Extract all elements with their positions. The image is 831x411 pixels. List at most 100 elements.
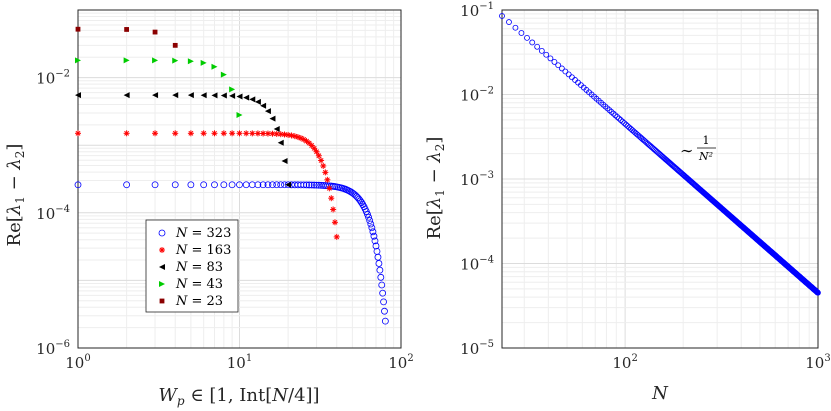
data-point xyxy=(264,108,271,115)
data-point xyxy=(75,57,81,64)
data-point xyxy=(375,260,383,267)
right-chart: 102 103 10−5 10−4 10−3 10−2 10−1 Re[λ1 − λ2] N… xyxy=(424,1,831,404)
data-point xyxy=(315,181,323,189)
data-point xyxy=(152,29,158,35)
data-point xyxy=(243,94,250,101)
data-point xyxy=(152,130,159,137)
legend-entry: N = 323 xyxy=(175,226,231,241)
data-point xyxy=(285,181,292,188)
data-point xyxy=(538,47,545,54)
data-point xyxy=(366,217,374,224)
data-point xyxy=(815,289,821,296)
data-point xyxy=(543,51,550,58)
data-point xyxy=(313,181,320,189)
legend-entry: N = 83 xyxy=(175,260,223,275)
data-point xyxy=(249,96,256,103)
data-point xyxy=(506,19,512,25)
data-point xyxy=(269,115,276,122)
data-point xyxy=(524,34,530,41)
data-point xyxy=(364,210,371,218)
data-point xyxy=(75,130,81,137)
right-x-axis-label: N xyxy=(651,383,669,404)
data-point xyxy=(159,264,165,270)
data-point xyxy=(370,232,378,240)
data-point xyxy=(378,281,386,289)
x-tick-label: 103 xyxy=(805,353,830,372)
data-point xyxy=(610,110,617,117)
data-point xyxy=(320,162,327,169)
data-point xyxy=(220,181,228,189)
legend-entry: N = 163 xyxy=(175,243,231,258)
data-point xyxy=(616,115,622,122)
data-point xyxy=(151,181,159,189)
data-point xyxy=(529,39,536,46)
annotation-numerator: 1 xyxy=(703,134,710,147)
data-point xyxy=(159,281,165,287)
data-point xyxy=(123,130,130,137)
data-point xyxy=(229,130,236,137)
right-plot-frame xyxy=(501,9,819,349)
data-point xyxy=(376,266,384,274)
data-point xyxy=(558,65,565,72)
y-tick-label: 10−2 xyxy=(460,86,494,105)
series-n=163 xyxy=(75,130,340,240)
data-point xyxy=(236,93,243,100)
data-point xyxy=(228,181,236,189)
data-point xyxy=(313,148,320,155)
data-point xyxy=(365,213,372,221)
legend-entry: N = 43 xyxy=(175,277,223,292)
data-point xyxy=(562,68,569,75)
data-point xyxy=(229,92,236,99)
data-point xyxy=(187,58,194,65)
x-tick-label: 102 xyxy=(612,353,637,372)
y-tick-label: 10−4 xyxy=(36,204,70,223)
data-point xyxy=(172,92,179,99)
data-point xyxy=(211,130,218,137)
data-point xyxy=(621,120,628,126)
data-point xyxy=(381,317,389,325)
data-point xyxy=(315,152,322,159)
data-point xyxy=(243,130,250,137)
data-point xyxy=(248,181,256,189)
data-point xyxy=(499,13,505,19)
annotation-denominator: N² xyxy=(698,150,713,163)
data-point xyxy=(172,57,179,64)
data-point xyxy=(330,206,337,213)
data-point xyxy=(200,59,207,66)
x-tick-label: 100 xyxy=(65,353,90,372)
left-tick-labels: 100 101 102 10−6 10−4 10−2 xyxy=(36,69,414,372)
series-n=43 xyxy=(75,57,243,118)
data-point xyxy=(200,92,207,99)
data-point xyxy=(614,114,621,120)
data-point xyxy=(368,224,376,232)
data-point xyxy=(331,219,338,226)
data-point xyxy=(254,130,261,137)
data-point xyxy=(328,195,335,202)
data-point xyxy=(273,181,281,189)
data-point xyxy=(356,197,364,205)
data-point xyxy=(318,157,325,164)
data-point xyxy=(512,24,519,31)
series-n=323 xyxy=(74,181,389,325)
data-point xyxy=(220,71,227,78)
legend-entry: N = 23 xyxy=(175,294,223,309)
series-n=23 xyxy=(75,26,178,48)
data-point xyxy=(123,92,130,99)
data-point xyxy=(254,98,261,105)
data-point xyxy=(211,63,218,70)
left-data-points xyxy=(74,26,389,325)
y-tick-label: 10−6 xyxy=(36,339,70,358)
data-point xyxy=(281,158,288,165)
left-plot-frame xyxy=(77,9,402,349)
data-point xyxy=(572,77,578,83)
left-x-axis-label: Wp ∈ [1, Int[N/4]] xyxy=(158,385,319,408)
x-tick-label: 102 xyxy=(388,353,413,372)
data-point xyxy=(200,181,208,189)
annotation-tilde: ∼ xyxy=(680,141,693,160)
data-point xyxy=(371,237,379,245)
left-y-axis-label: Re[λ1 − λ2] xyxy=(4,144,27,247)
data-point xyxy=(358,199,365,206)
data-point xyxy=(254,181,262,189)
data-point xyxy=(623,121,629,128)
